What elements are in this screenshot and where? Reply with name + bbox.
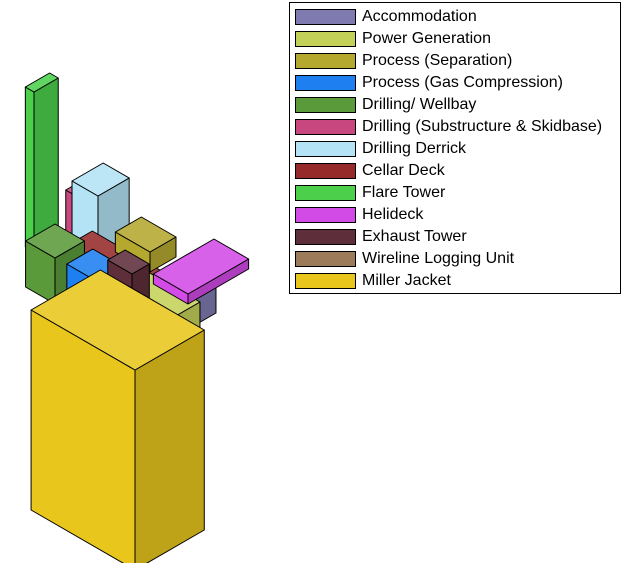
legend-item: Helideck [295, 204, 423, 226]
process-separation-top-face [114, 216, 177, 253]
legend-swatch [295, 229, 356, 245]
legend-label: Cellar Deck [362, 162, 445, 179]
exhaust-tower-top-face [107, 249, 150, 275]
legend-item: Process (Separation) [295, 50, 512, 72]
legend-item: Accommodation [295, 6, 477, 28]
legend-swatch [295, 119, 356, 135]
legend-swatch [295, 9, 356, 25]
legend-label: Drilling Derrick [362, 140, 467, 157]
legend-item: Cellar Deck [295, 160, 445, 182]
legend-label: Process (Separation) [362, 52, 513, 69]
helideck-top-face [152, 238, 250, 295]
legend-item: Wireline Logging Unit [295, 248, 514, 270]
legend-item: Drilling/ Wellbay [295, 94, 476, 116]
legend-label: Accommodation [362, 8, 477, 25]
legend-swatch [295, 97, 356, 113]
legend-item: Exhaust Tower [295, 226, 467, 248]
legend-label: Helideck [362, 206, 424, 223]
legend-swatch [295, 163, 356, 179]
miller-jacket-top-face [30, 269, 205, 371]
legend-item: Power Generation [295, 28, 491, 50]
legend-swatch [295, 75, 356, 91]
legend-label: Power Generation [362, 30, 491, 47]
legend-label: Process (Gas Compression) [362, 74, 563, 91]
legend-label: Exhaust Tower [362, 228, 467, 245]
legend-item: Miller Jacket [295, 270, 451, 292]
drilling-wellbay-top-face [25, 223, 85, 259]
legend-swatch [295, 251, 356, 267]
legend-item: Drilling Derrick [295, 138, 466, 160]
legend-swatch [295, 31, 356, 47]
legend-label: Flare Tower [362, 184, 446, 201]
legend-item: Drilling (Substructure & Skidbase) [295, 116, 602, 138]
legend-swatch [295, 207, 356, 223]
flare-tower-top-face [24, 72, 59, 93]
legend-swatch [295, 185, 356, 201]
legend-swatch [295, 53, 356, 69]
drilling-derrick-top-face [71, 162, 130, 197]
legend-label: Drilling (Substructure & Skidbase) [362, 118, 603, 135]
legend-swatch [295, 273, 356, 289]
legend-label: Drilling/ Wellbay [362, 96, 477, 113]
legend-label: Wireline Logging Unit [362, 250, 515, 267]
legend-item: Process (Gas Compression) [295, 72, 563, 94]
flare-tower-left-face [24, 86, 35, 253]
legend-label: Miller Jacket [362, 272, 451, 289]
legend: Accommodation Power Generation Process (Se… [289, 2, 621, 294]
legend-item: Flare Tower [295, 182, 445, 204]
miller-jacket-right-face [134, 329, 205, 563]
legend-swatch [295, 141, 356, 157]
